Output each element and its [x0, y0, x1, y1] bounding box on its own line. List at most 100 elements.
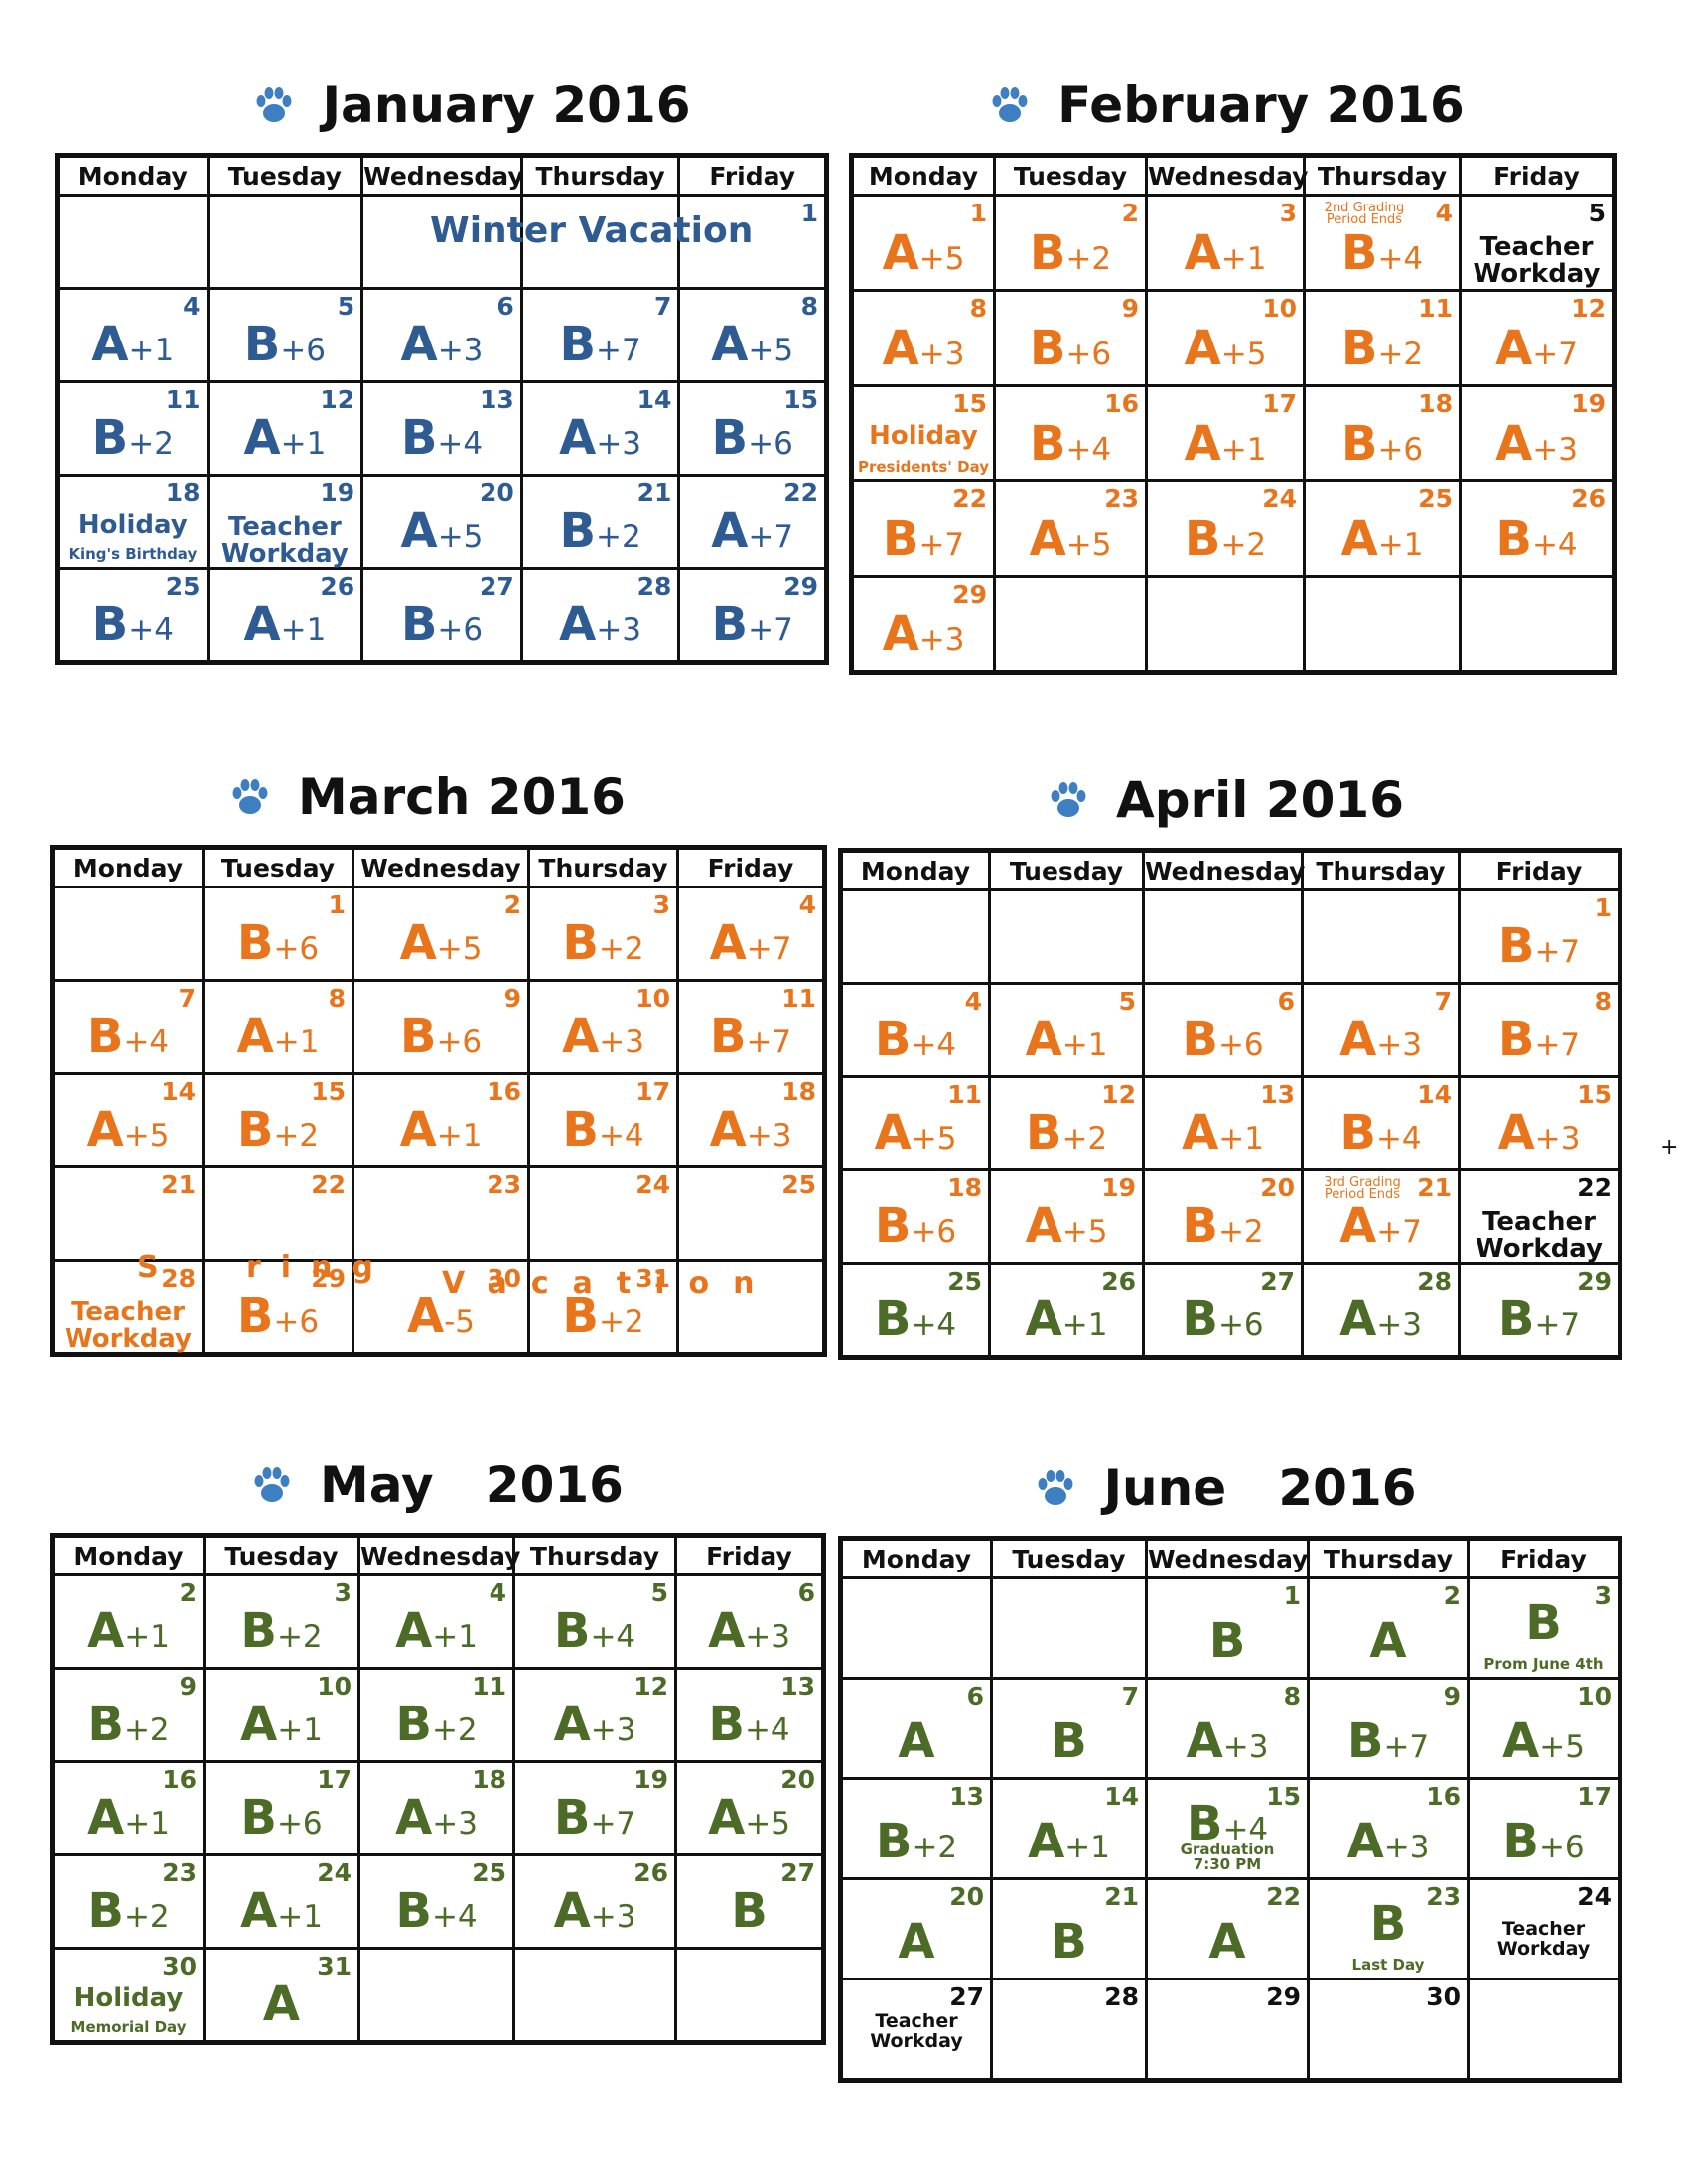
month-title: May 2016 [228, 1449, 645, 1521]
weekday-header-row: Monday Tuesday Wednesday Thursday Friday [56, 154, 828, 197]
rotation-offset: +1 [1061, 1307, 1108, 1343]
rotation-offset: +2 [276, 1619, 323, 1655]
rotation-offset: +3 [599, 1024, 644, 1060]
week-row: 25 B+4 26 A+1 27 B+6 28 A+3 29 B+7 [839, 1262, 1621, 1359]
rotation-letter: B [1502, 1814, 1539, 1869]
day-number: 11 [1418, 294, 1453, 323]
day-number: 10 [1577, 1682, 1612, 1710]
rotation-letter: B [875, 1814, 913, 1869]
day-number: 4 [1435, 199, 1453, 227]
rotation-day: B+2 [55, 1883, 203, 1939]
rotation-day: A+5 [680, 317, 824, 372]
rotation-day: A [1310, 1613, 1467, 1669]
day-cell: 26 B+4 [1459, 479, 1616, 578]
rotation-day: A+3 [854, 607, 993, 662]
rotation-letter: A [1340, 511, 1378, 567]
day-cell: 25 B+4 [839, 1262, 991, 1359]
rotation-letter: A [1182, 1105, 1219, 1160]
rotation-offset: +3 [746, 1118, 792, 1154]
day-number: 17 [1262, 389, 1297, 418]
day-cell [1303, 575, 1462, 674]
rotation-letter: A [711, 503, 749, 559]
day-cell [676, 1259, 826, 1356]
day-cell [1301, 888, 1461, 985]
day-cell [1142, 888, 1304, 985]
rotation-letter: B [243, 317, 281, 372]
rotation-day: A+1 [1306, 511, 1459, 567]
day-cell: 16 B+4 [993, 384, 1148, 482]
day-cell: 28 A+3 [519, 567, 681, 664]
day-number: 25 [472, 1858, 506, 1887]
rotation-offset: +6 [1538, 1830, 1585, 1865]
rotation-day: A+5 [991, 1198, 1142, 1254]
rotation-letter: B [731, 1883, 768, 1939]
rotation-offset: +2 [598, 931, 644, 967]
day-cell: 2 A+5 [352, 886, 530, 982]
day-number: 26 [1571, 484, 1606, 513]
day-note: Teacher Workday [220, 512, 349, 570]
rotation-letter: B [711, 410, 749, 466]
rotation-letter: B [1184, 511, 1221, 567]
day-number: 18 [472, 1765, 506, 1794]
rotation-letter: B [562, 1289, 599, 1344]
rotation-letter: A [882, 225, 919, 281]
rotation-offset: +4 [911, 1027, 957, 1063]
rotation-letter: B [400, 597, 438, 652]
rotation-day: A+1 [60, 317, 207, 372]
weekday-header: Friday [1458, 849, 1621, 891]
day-cell: 15 A+3 [1458, 1075, 1621, 1171]
day-number: 20 [479, 478, 514, 507]
day-cell [674, 1947, 825, 2044]
rotation-offset: -5 [444, 1304, 476, 1340]
day-cell: 24 [527, 1165, 679, 1262]
day-number: 8 [328, 984, 346, 1013]
rotation-offset: +3 [596, 426, 642, 462]
day-cell: 16 A+1 [352, 1072, 530, 1168]
rotation-letter: A [553, 1697, 591, 1752]
day-cell: 29 B+6 [202, 1259, 354, 1356]
day-number: 22 [1577, 1173, 1612, 1202]
day-cell: 3 B+2 [203, 1573, 360, 1670]
rotation-day: B+4 [1148, 1796, 1307, 1851]
rotation-offset: +5 [748, 333, 794, 368]
rotation-offset: +4 [590, 1619, 636, 1655]
rotation-letter: B [709, 1009, 747, 1064]
day-cell: 21 B [990, 1877, 1148, 1980]
day-cell: 20 A+5 [674, 1760, 825, 1856]
day-cell: 30 Holiday Memorial Day [51, 1947, 206, 2044]
paw-print-icon [992, 87, 1028, 122]
rotation-day: B [993, 1914, 1145, 1970]
rotation-letter: B [553, 1603, 591, 1659]
rotation-letter: B [1182, 1292, 1218, 1347]
week-row: 6 A 7 B 8 A+3 9 B+7 10 A+5 [839, 1677, 1621, 1780]
rotation-letter: A [711, 317, 749, 372]
rotation-offset: +6 [1377, 432, 1424, 468]
calendar-grid: Monday Tuesday Wednesday Thursday Friday 1 B 2 A… [838, 1536, 1622, 2083]
day-number: 31 [317, 1952, 352, 1980]
week-row: 18 B+6 19 A+5 20 B+2 21 A+7 3rd Grading Period E… [839, 1168, 1621, 1265]
rotation-day: A+5 [677, 1790, 821, 1845]
rotation-day: B+4 [360, 1883, 512, 1939]
rotation-offset: +7 [596, 333, 641, 368]
rotation-offset: +7 [1534, 934, 1581, 970]
day-cell: 17 B+6 [1467, 1777, 1621, 1880]
day-cell: 15 B+6 [677, 380, 828, 477]
rotation-letter: A [395, 1603, 433, 1659]
week-row: 30 Holiday Memorial Day 31 A [51, 1947, 825, 2044]
rotation-day: A+1 [1148, 225, 1303, 281]
day-number: 12 [320, 385, 355, 414]
week-row: 15 Holiday Presidents' Day 16 B+4 17 A+1 18 B+6 1… [850, 384, 1616, 482]
calendar-grid: Monday Tuesday Wednesday Thursday Friday 2 A+1… [50, 1533, 826, 2045]
day-cell: 24 Teacher Workday [1467, 1877, 1621, 1980]
day-cell [56, 194, 210, 290]
day-cell: 5 B+6 [206, 287, 364, 383]
day-cell: 4 B+4 [839, 982, 991, 1078]
rotation-day: B+2 [60, 410, 207, 466]
rotation-offset: +1 [432, 1619, 478, 1655]
month-title: March 2016 [209, 761, 645, 833]
weekday-header-row: Monday Tuesday Wednesday Thursday Friday [850, 154, 1616, 197]
day-cell [1145, 575, 1306, 674]
rotation-day: B+6 [1470, 1814, 1618, 1869]
rotation-letter: A [708, 1790, 746, 1845]
day-number: 11 [165, 385, 201, 414]
